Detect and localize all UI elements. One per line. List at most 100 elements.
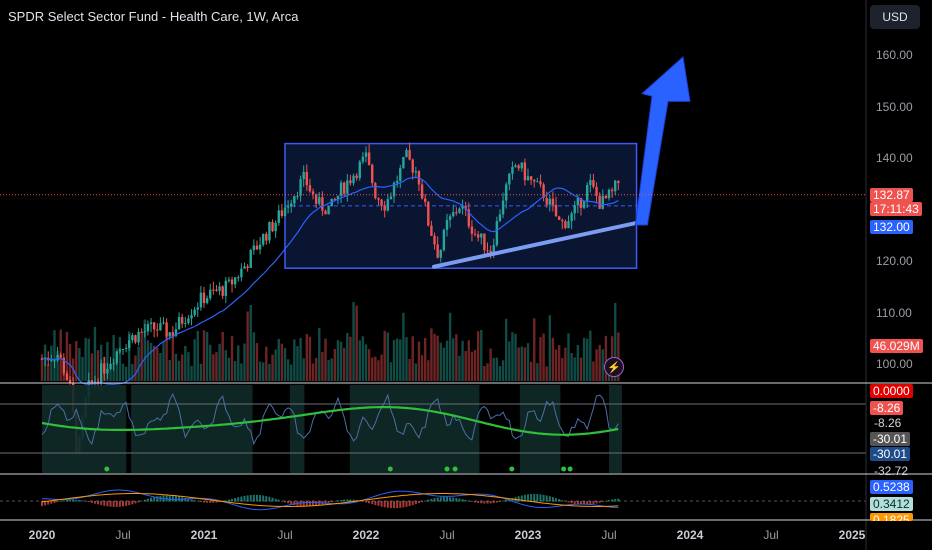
volume-bar xyxy=(68,344,72,381)
candles xyxy=(40,142,620,455)
candle-body xyxy=(280,210,284,216)
candle-body xyxy=(277,210,280,223)
volume-bar xyxy=(573,357,576,381)
candle-body xyxy=(90,380,94,383)
candle-body xyxy=(361,156,365,162)
macd-histogram-bar xyxy=(93,501,96,504)
volume-bar xyxy=(598,344,601,381)
candle-body xyxy=(461,205,464,209)
candle-body xyxy=(249,250,252,268)
volume-bar xyxy=(445,340,449,381)
volume-bar xyxy=(380,354,383,381)
candle-body xyxy=(614,180,617,192)
macd-histogram-bar xyxy=(377,501,380,506)
volume-bar xyxy=(156,347,159,381)
rsi-label-2: -8.26 xyxy=(874,416,902,430)
volume-bar xyxy=(159,352,162,381)
candle-body xyxy=(395,180,399,183)
candle-body xyxy=(109,363,112,369)
macd-histogram-bar xyxy=(617,498,620,502)
volume-bar xyxy=(265,346,268,381)
volume-bar xyxy=(361,336,365,381)
volume-bar xyxy=(230,336,234,381)
candle-body xyxy=(190,315,193,319)
volume-bar xyxy=(539,337,542,381)
macd-histogram-bar xyxy=(150,497,153,502)
candle-body xyxy=(610,189,614,192)
macd-histogram-bar xyxy=(530,494,533,502)
candle-body xyxy=(103,363,106,374)
macd-histogram-bar xyxy=(352,499,355,502)
candle-body xyxy=(128,340,131,348)
macd-histogram-bar xyxy=(209,501,212,503)
macd-histogram-bar xyxy=(243,495,246,502)
candle-body xyxy=(333,198,337,200)
volume-bar xyxy=(352,301,355,381)
macd-histogram-bar xyxy=(579,501,582,505)
volume-bar xyxy=(131,364,134,381)
candle-body xyxy=(121,348,125,350)
volume-bar xyxy=(442,347,446,381)
macd-histogram-bar xyxy=(284,501,286,503)
candle-body xyxy=(290,203,293,207)
volume-bar xyxy=(146,340,150,381)
volume-bar xyxy=(405,337,408,381)
candle-body xyxy=(199,292,203,308)
volume-bar xyxy=(84,337,87,381)
candle-body xyxy=(346,180,349,194)
candle-body xyxy=(233,277,237,285)
rsi-line xyxy=(41,393,619,446)
candle-body xyxy=(243,266,246,269)
volume-bar xyxy=(333,348,337,381)
volume-bar xyxy=(364,344,368,381)
price-tick-label: 140.00 xyxy=(876,151,913,165)
volume-bar xyxy=(582,337,586,381)
volume-bar xyxy=(371,357,374,381)
volume-bar xyxy=(308,336,312,381)
candle-body xyxy=(579,197,583,208)
macd-histogram-bar xyxy=(168,495,171,502)
candle-body xyxy=(171,332,175,336)
volume-bar xyxy=(47,364,50,381)
volume-bar xyxy=(93,326,97,381)
candle-body xyxy=(564,221,567,229)
macd-histogram-bar xyxy=(47,501,50,505)
candle-body xyxy=(585,185,589,201)
volume-bar xyxy=(533,318,536,381)
macd-histogram-bar xyxy=(480,501,483,504)
candle-body xyxy=(617,180,620,184)
volume-bar xyxy=(349,336,352,381)
macd-histogram-bar xyxy=(483,501,486,504)
macd-histogram-bar xyxy=(59,500,62,502)
rsi-label-1: -8.26 xyxy=(870,401,904,415)
candle-body xyxy=(386,199,390,211)
signal-line xyxy=(41,493,619,507)
volume-bar xyxy=(339,341,343,381)
candle-body xyxy=(589,180,592,186)
volume-bar xyxy=(249,305,252,381)
currency-button[interactable]: USD xyxy=(870,5,920,29)
volume-bar xyxy=(209,344,212,381)
macd-histogram-bar xyxy=(467,500,470,502)
volume-bar xyxy=(75,341,78,381)
price-tick-label: 120.00 xyxy=(876,254,913,268)
drawings xyxy=(432,56,691,269)
macd-histogram-bar xyxy=(527,494,529,502)
lightning-icon[interactable]: ⚡ xyxy=(604,357,624,377)
macd-histogram-bar xyxy=(312,501,315,507)
candle-body xyxy=(237,277,240,279)
macd-histogram-bar xyxy=(439,497,442,502)
macd-histogram-bar xyxy=(193,500,196,502)
macd-histogram-bar xyxy=(561,500,564,502)
volume-bar xyxy=(318,327,321,381)
candle-body xyxy=(118,349,122,352)
volume-bar xyxy=(124,366,128,381)
candle-body xyxy=(536,181,539,183)
volume-bar xyxy=(585,338,589,381)
candle-body xyxy=(187,318,190,323)
volume-bar xyxy=(118,336,122,381)
candle-body xyxy=(473,233,477,235)
volume-bar xyxy=(411,336,414,381)
macd-histogram-bar xyxy=(206,501,209,503)
